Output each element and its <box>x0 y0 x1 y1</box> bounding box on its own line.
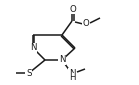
Text: O: O <box>70 5 76 14</box>
Text: N: N <box>59 56 65 65</box>
Text: O: O <box>83 19 89 28</box>
Text: S: S <box>26 69 32 78</box>
Text: H: H <box>69 74 75 83</box>
Text: N: N <box>30 44 36 53</box>
Text: N: N <box>69 69 75 78</box>
